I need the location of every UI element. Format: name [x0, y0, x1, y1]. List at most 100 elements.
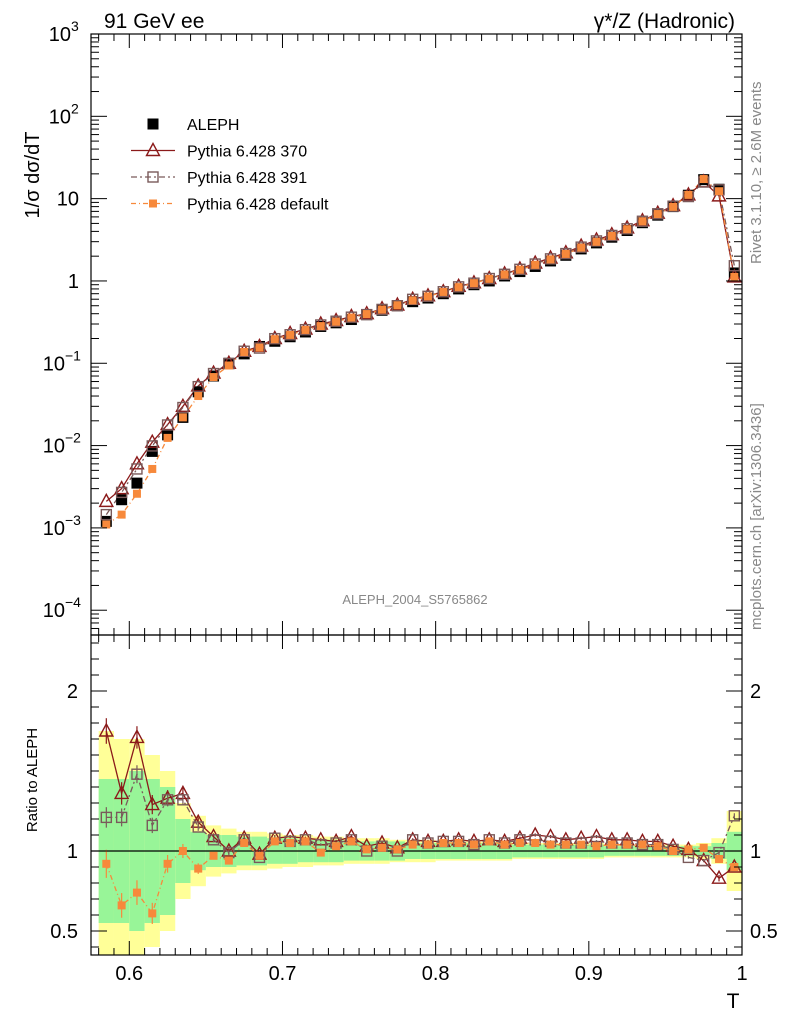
main-y-axis-label: 1/σ dσ/dT — [22, 132, 44, 219]
pythia-default-point — [592, 237, 601, 246]
ratio-frame — [90, 634, 743, 956]
legend-label: Pythia 6.428 391 — [187, 170, 307, 187]
pythia-default-point — [699, 843, 708, 852]
ratio-y-tick-label-left: 0.5 — [50, 921, 78, 943]
pythia-default-point — [577, 243, 586, 252]
pythia-default-point — [117, 901, 126, 910]
pythia-default-point — [194, 864, 203, 873]
pythia-391-point — [330, 315, 342, 327]
aleph-point — [116, 494, 128, 506]
pythia-391-point — [728, 810, 741, 822]
aleph-point — [147, 118, 159, 130]
pythia-default-point — [408, 840, 417, 849]
x-axis-label: T — [727, 990, 740, 1013]
pythia-391-point — [606, 229, 618, 242]
pythia-370-point — [145, 142, 161, 157]
pythia-default-point — [270, 335, 279, 344]
pythia-default-point — [577, 840, 586, 849]
pythia-391-point — [131, 768, 143, 780]
main-y-tick-label: 10 — [49, 24, 71, 46]
pythia-default-point — [607, 231, 616, 240]
pythia-default-point — [515, 265, 524, 274]
pythia-391-point — [544, 253, 557, 265]
legend-label: ALEPH — [187, 117, 239, 134]
pythia-391-point — [468, 277, 480, 289]
pythia-default-point — [378, 305, 387, 314]
pythia-391-point — [452, 281, 465, 293]
aleph-point — [131, 477, 143, 489]
main-y-tick-exponent: −2 — [65, 430, 81, 446]
main-y-tick-label: 10 — [43, 353, 65, 375]
x-tick-label: 1 — [736, 963, 747, 985]
pythia-default-point — [623, 840, 632, 849]
pythia-default-point — [423, 840, 432, 849]
pythia-391-point — [345, 311, 358, 323]
pythia-391-point — [575, 241, 587, 253]
pythia-391-point — [177, 401, 189, 414]
pythia-391-point — [207, 834, 220, 846]
pythia-370-point — [98, 492, 114, 508]
pythia-default-point — [178, 413, 187, 422]
main-y-tick-exponent: −1 — [65, 347, 81, 363]
pythia-391-point — [376, 303, 388, 316]
pythia-391-point — [652, 208, 664, 220]
main-y-tick-exponent: −4 — [65, 594, 81, 610]
pythia-default-point — [607, 840, 616, 849]
main-y-tick-label: 10 — [43, 436, 65, 458]
pythia-default-point — [485, 837, 494, 846]
collision-label: 91 GeV ee — [104, 10, 204, 33]
pythia-default-point — [485, 274, 494, 283]
pythia-default-point — [439, 839, 448, 847]
pythia-391-point — [253, 342, 266, 354]
pythia-default-point — [684, 845, 693, 854]
pythia-default-point — [209, 373, 218, 382]
pythia-default-point — [653, 210, 662, 219]
main-y-tick-exponent: 2 — [71, 100, 79, 116]
pythia-default-point — [316, 848, 325, 857]
pythia-370-point — [175, 397, 191, 413]
pythia-default-point — [515, 839, 524, 847]
pythia-default-point — [715, 187, 724, 196]
pythia-default-point — [255, 343, 264, 352]
pythia-default-point — [393, 845, 402, 854]
pythia-391-point — [192, 821, 204, 833]
pythia-default-point — [393, 301, 402, 310]
process-label: γ*/Z (Hadronic) — [594, 10, 735, 33]
pdef-line — [105, 178, 735, 526]
pythia-391-point — [100, 508, 113, 521]
pythia-default-point — [240, 839, 249, 847]
pythia-391-point — [161, 794, 174, 806]
pythia-default-point — [332, 317, 341, 326]
pythia-default-point — [408, 296, 417, 305]
rivet-label: Rivet 3.1.10, ≥ 2.6M events — [748, 82, 765, 265]
pythia-370-point — [113, 784, 130, 800]
pythia-default-point — [132, 888, 141, 897]
x-tick-label: 0.6 — [115, 963, 143, 985]
pythia-391-point — [115, 811, 128, 824]
pythia-391-point — [299, 323, 312, 336]
pythia-391-point — [131, 463, 143, 475]
pythia-default-point — [209, 851, 218, 860]
pythia-default-point — [224, 856, 233, 865]
pythia-default-point — [148, 909, 157, 918]
pythia-391-point — [100, 811, 113, 824]
pythia-default-point — [730, 272, 739, 281]
pythia-370-point — [129, 728, 145, 744]
pythia-370-point — [98, 722, 114, 737]
pythia-default-point — [378, 843, 387, 852]
pythia-391-point — [284, 329, 296, 341]
pythia-default-point — [240, 348, 249, 357]
pythia-default-point — [347, 313, 356, 322]
pythia-391-point — [728, 260, 741, 272]
pythia-default-point — [623, 225, 632, 234]
pythia-391-point — [161, 419, 174, 431]
pythia-370-point — [711, 869, 727, 884]
legend-label: Pythia 6.428 default — [187, 197, 329, 214]
pythia-default-point — [423, 292, 432, 301]
legend: ALEPH Pythia 6.428 370 Pythia 6.428 391 Pyt… — [131, 117, 329, 214]
pythia-default-point — [638, 217, 647, 226]
pythia-default-point — [531, 839, 540, 847]
pythia-default-point — [163, 859, 172, 868]
pythia-default-point — [500, 840, 509, 849]
pythia-391-point — [177, 794, 189, 806]
